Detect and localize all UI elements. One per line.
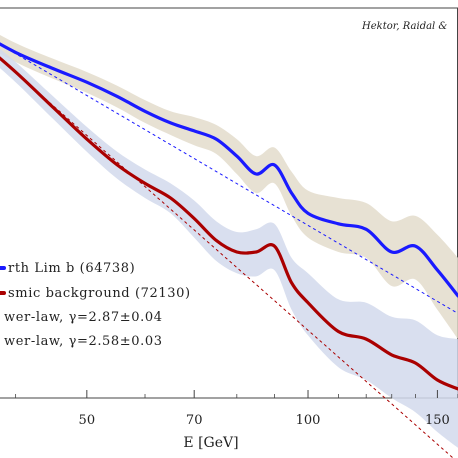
legend-label: rth Lim b (64738) <box>8 261 135 276</box>
x-tick-label: 150 <box>425 413 450 428</box>
spectrum-curves <box>0 42 458 391</box>
legend-label: smic background (72130) <box>8 286 191 301</box>
credit-text: Hektor, Raidal & <box>361 21 447 32</box>
power-law-fits <box>0 43 458 458</box>
legend-item-3: wer-law, γ=2.58±0.03 <box>4 334 163 349</box>
x-tick-label: 70 <box>186 413 203 428</box>
x-tick-label: 100 <box>296 413 321 428</box>
series-line-0 <box>0 42 458 298</box>
x-axis-title: E [GeV] <box>183 435 238 451</box>
legend: rth Lim b (64738) smic background (72130)… <box>0 261 191 349</box>
legend-item-1: smic background (72130) <box>0 286 191 301</box>
legend-label: wer-law, γ=2.87±0.04 <box>4 310 163 325</box>
legend-label: wer-law, γ=2.58±0.03 <box>4 334 163 349</box>
x-ticks: 50 70 100 150 <box>15 390 458 428</box>
legend-item-0: rth Lim b (64738) <box>0 261 135 276</box>
series-line-1 <box>0 56 458 391</box>
x-tick-label: 50 <box>79 413 96 428</box>
legend-item-2: wer-law, γ=2.87±0.04 <box>4 310 163 325</box>
uncertainty-bands <box>0 34 458 448</box>
power-law-fit-1 <box>0 43 458 314</box>
